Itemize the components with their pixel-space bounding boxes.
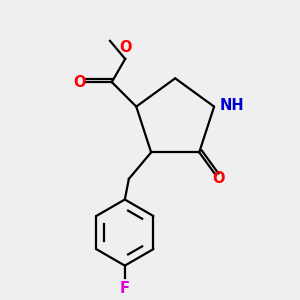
Text: O: O (212, 171, 224, 186)
Text: F: F (120, 281, 130, 296)
Text: O: O (73, 75, 86, 90)
Text: NH: NH (220, 98, 244, 112)
Text: O: O (119, 40, 131, 55)
